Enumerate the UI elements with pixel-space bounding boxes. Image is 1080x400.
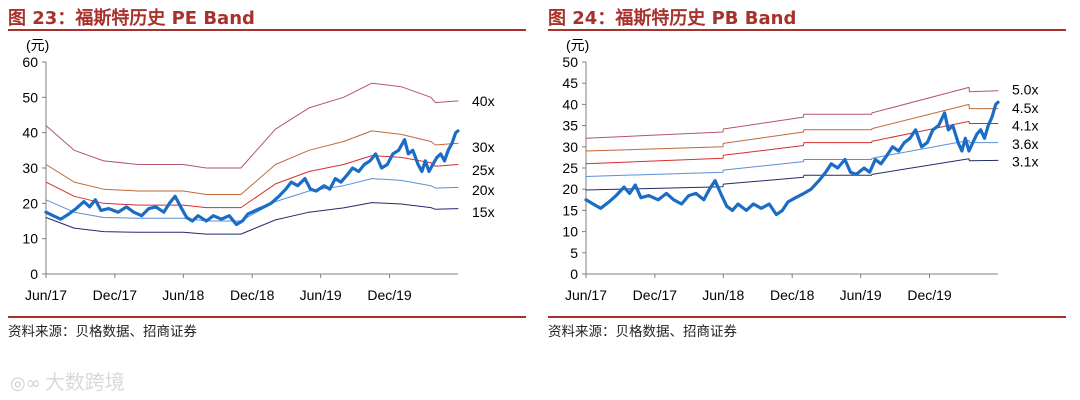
- chart-title: 图 24：福斯特历史 PB Band: [548, 8, 797, 29]
- band-line-15x: [45, 202, 459, 235]
- band-line-5-0x: [585, 86, 999, 139]
- x-tick-label: Jun/17: [25, 287, 67, 303]
- y-tick-label: 35: [562, 118, 578, 134]
- y-tick-label: 5: [570, 245, 578, 261]
- watermark: ◎∞ 大数跨境: [10, 366, 125, 395]
- band-line-3-1x: [585, 158, 999, 191]
- price-line: [584, 100, 1000, 217]
- price-line: [44, 129, 460, 227]
- x-tick-label: Jun/17: [565, 287, 607, 303]
- band-label: 40x: [472, 93, 495, 109]
- y-tick-label: 50: [22, 89, 38, 105]
- band-label: 20x: [472, 182, 495, 198]
- source-note: 资料来源：贝格数据、招商证券: [548, 324, 737, 340]
- band-line-20x: [45, 178, 459, 222]
- y-tick-label: 10: [562, 224, 578, 240]
- x-tick-label: Dec/19: [367, 287, 412, 303]
- x-tick-label: Dec/19: [907, 287, 952, 303]
- title-rule: [8, 29, 526, 31]
- source-note: 资料来源：贝格数据、招商证券: [8, 324, 197, 340]
- y-tick-label: 15: [562, 202, 578, 218]
- band-line-25x: [45, 155, 459, 209]
- source-rule: [8, 316, 526, 318]
- y-tick-label: 0: [570, 266, 578, 282]
- pe-band-chart: (元) 0 10 20 30 40 50 60 Jun/17 Dec/17 Jun/18 Dec/18…: [22, 37, 495, 303]
- x-tick-label: Dec/18: [230, 287, 275, 303]
- y-tick-label: 40: [562, 96, 578, 112]
- band-label: 5.0x: [1012, 82, 1038, 98]
- x-tick-label: Jun/19: [300, 287, 342, 303]
- y-tick-label: 0: [30, 266, 38, 282]
- band-label: 3.6x: [1012, 136, 1038, 152]
- y-tick-label: 40: [22, 125, 38, 141]
- watermark-text: 大数跨境: [44, 370, 125, 394]
- band-label: 15x: [472, 204, 495, 220]
- band-line-3-6x: [585, 139, 999, 177]
- x-tick-label: Jun/18: [162, 287, 204, 303]
- y-tick-label: 30: [562, 139, 578, 155]
- y-tick-label: 10: [22, 231, 38, 247]
- x-tick-label: Jun/19: [840, 287, 882, 303]
- watermark-logo-icon: ◎∞: [10, 373, 41, 394]
- y-tick-label: 60: [22, 54, 38, 70]
- band-label: 3.1x: [1012, 154, 1038, 170]
- y-tick-label: 30: [22, 160, 38, 176]
- x-tick-label: Dec/17: [93, 287, 138, 303]
- source-rule: [548, 316, 1066, 318]
- band-label: 25x: [472, 162, 495, 178]
- pe-band-panel: 图 23：福斯特历史 PE Band (元) 0 10 20 30 40 50 60 Jun/1…: [8, 0, 528, 345]
- y-tick-label: 20: [22, 195, 38, 211]
- pb-band-panel: 图 24：福斯特历史 PB Band (元) 0 5 10 15 20 25 30 35 40 45…: [548, 0, 1068, 345]
- band-label: 30x: [472, 139, 495, 155]
- pb-band-chart: (元) 0 5 10 15 20 25 30 35 40 45 50 Jun/17 Dec/17 Jun/1…: [562, 37, 1038, 303]
- y-tick-label: 20: [562, 181, 578, 197]
- x-tick-label: Dec/18: [770, 287, 815, 303]
- band-line-30x: [45, 130, 459, 195]
- unit-label: (元): [26, 37, 49, 53]
- y-tick-label: 45: [562, 75, 578, 91]
- x-tick-label: Dec/17: [633, 287, 678, 303]
- y-tick-label: 25: [562, 160, 578, 176]
- y-tick-label: 50: [562, 54, 578, 70]
- band-label: 4.1x: [1012, 118, 1038, 134]
- unit-label: (元): [566, 37, 589, 53]
- band-line-4-1x: [585, 120, 999, 165]
- chart-title: 图 23：福斯特历史 PE Band: [8, 8, 255, 29]
- band-label: 4.5x: [1012, 100, 1038, 116]
- band-line-4-5x: [585, 103, 999, 152]
- title-rule: [548, 29, 1066, 31]
- x-tick-label: Jun/18: [702, 287, 744, 303]
- band-line-40x: [45, 82, 459, 169]
